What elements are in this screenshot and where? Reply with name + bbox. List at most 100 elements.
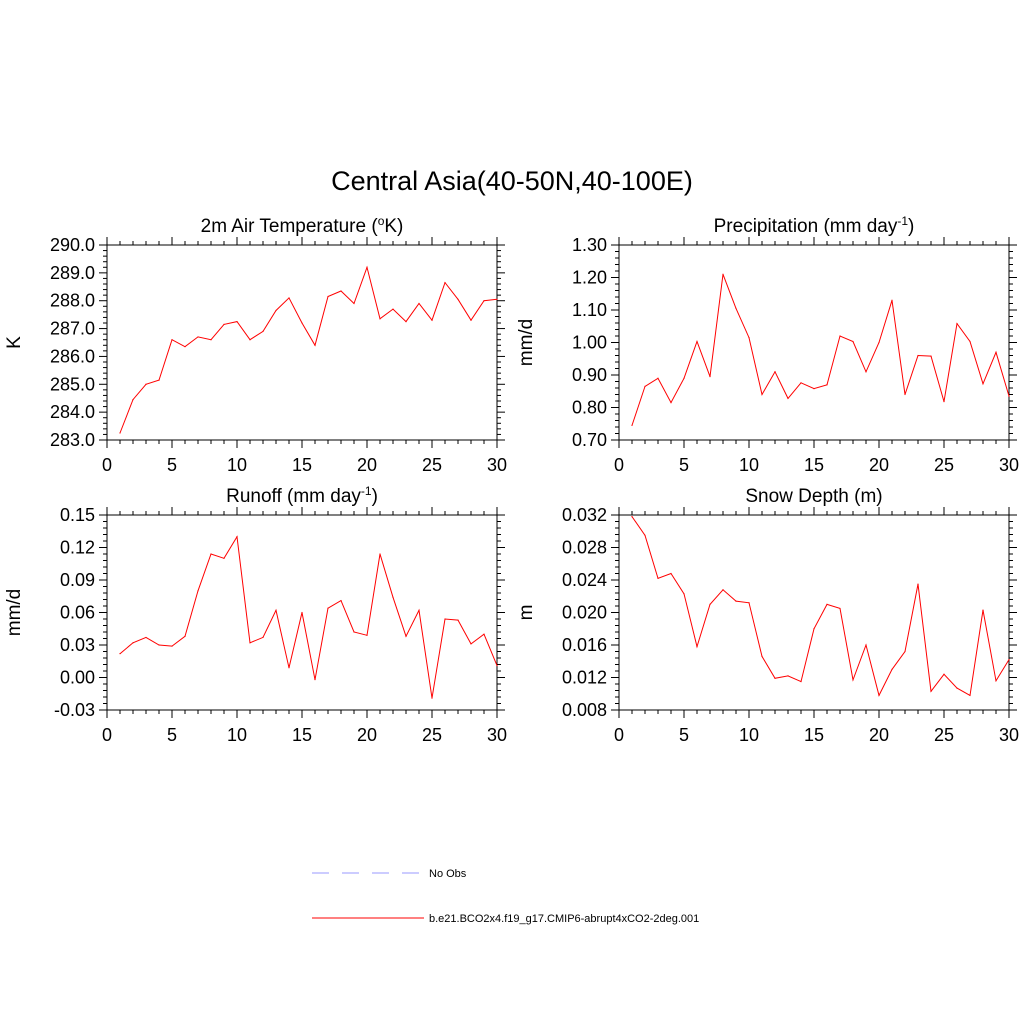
panel-1: 2m Air Temperature (oK) K 0 5 10 15 20 25 30 283.… [4, 214, 507, 475]
series-line [119, 535, 498, 699]
data-point [405, 635, 407, 637]
y-axis-label: m [516, 605, 537, 621]
x-tick-label: 0 [102, 455, 112, 475]
data-point [696, 646, 698, 648]
data-point [366, 634, 368, 636]
data-point [956, 323, 958, 325]
x-tick-label: 30 [999, 455, 1019, 475]
data-point [722, 273, 724, 275]
data-point [657, 377, 659, 379]
y-tick-label: 0.15 [60, 505, 95, 525]
data-point [275, 609, 277, 611]
y-tick-label: 1.10 [572, 300, 607, 320]
data-point [735, 307, 737, 309]
data-point [236, 536, 238, 538]
x-tick-label: 10 [739, 455, 759, 475]
y-tick-label: 283.0 [50, 430, 95, 450]
data-point [930, 690, 932, 692]
data-point [722, 589, 724, 591]
x-tick-label: 20 [869, 725, 889, 745]
data-point [340, 599, 342, 602]
panels: 2m Air Temperature (oK) K 0 5 10 15 20 25 30 283.… [4, 214, 1019, 745]
y-tick-label: -0.03 [54, 700, 95, 720]
y-tick-label: 1.20 [572, 268, 607, 288]
figure-title: Central Asia(40-50N,40-100E) [331, 166, 693, 196]
y-tick-label: 0.70 [572, 430, 607, 450]
y-tick-label: 286.0 [50, 346, 95, 366]
data-point [353, 631, 355, 633]
data-point [709, 603, 711, 605]
x-tick-label: 30 [487, 455, 507, 475]
x-tick-label: 0 [614, 725, 624, 745]
x-tick-label: 25 [422, 725, 442, 745]
y-axis-label: mm/d [4, 589, 25, 637]
data-point [644, 385, 646, 387]
data-point [249, 339, 251, 341]
data-point [852, 679, 854, 681]
data-point [288, 667, 290, 669]
data-point [483, 300, 485, 302]
y-tick-label: 285.0 [50, 374, 95, 394]
y-tick-label: 1.00 [572, 333, 607, 353]
data-point [301, 611, 303, 614]
panel-title-suffix: ) [372, 486, 378, 507]
y-tick-label: 0.028 [562, 538, 607, 558]
panel-title: Runoff (mm day-1) [226, 484, 378, 507]
y-tick-label: 289.0 [50, 263, 95, 283]
data-point [865, 371, 867, 373]
data-point [444, 282, 446, 284]
data-point [644, 534, 646, 536]
x-tick-label: 5 [167, 725, 177, 745]
data-point [496, 298, 498, 300]
data-point [301, 322, 303, 324]
x-tick-label: 30 [487, 725, 507, 745]
x-tick-label: 10 [227, 455, 247, 475]
data-point [119, 653, 121, 655]
x-tick-label: 15 [804, 455, 824, 475]
data-point [943, 673, 945, 675]
data-point [184, 346, 186, 348]
data-point [210, 339, 212, 341]
data-point [696, 340, 698, 343]
data-point [249, 642, 251, 644]
data-point [366, 266, 368, 268]
data-point [171, 339, 173, 341]
y-tick-label: 288.0 [50, 291, 95, 311]
data-point [431, 319, 433, 321]
data-point [457, 619, 459, 621]
data-point [223, 323, 225, 325]
y-tick-label: 0.09 [60, 570, 95, 590]
y-tick-label: 0.12 [60, 538, 95, 558]
panel-3: Runoff (mm day-1) mm/d 0 5 10 15 20 25 30 -0.03 0.… [4, 484, 507, 745]
data-point [197, 336, 199, 338]
data-point [969, 340, 971, 343]
x-tick-label: 25 [422, 455, 442, 475]
y-tick-label: 0.03 [60, 635, 95, 655]
data-point [470, 319, 472, 321]
data-point [748, 602, 750, 604]
data-point [774, 371, 776, 373]
y-tick-label: 290.0 [50, 235, 95, 255]
data-point [813, 628, 815, 630]
panel-title-superscript: o [378, 214, 385, 228]
panel-title-superscript: -1 [897, 214, 908, 228]
x-tick-label: 25 [934, 725, 954, 745]
y-tick-label: 0.024 [562, 570, 607, 590]
panel-title-text: Precipitation (mm day [714, 216, 898, 237]
y-tick-label: 0.008 [562, 700, 607, 720]
series-line [631, 274, 1010, 426]
data-point [865, 644, 867, 646]
x-tick-label: 5 [679, 725, 689, 745]
x-tick-label: 0 [614, 455, 624, 475]
data-point [262, 636, 264, 639]
x-tick-label: 20 [357, 725, 377, 745]
y-tick-label: 287.0 [50, 319, 95, 339]
data-point [670, 402, 672, 404]
data-point [969, 694, 971, 696]
data-point [748, 337, 750, 339]
panel-title-suffix: ) [908, 216, 914, 237]
data-point [904, 650, 906, 653]
data-point [917, 583, 919, 585]
x-tick-label: 15 [292, 725, 312, 745]
data-point [314, 344, 316, 346]
